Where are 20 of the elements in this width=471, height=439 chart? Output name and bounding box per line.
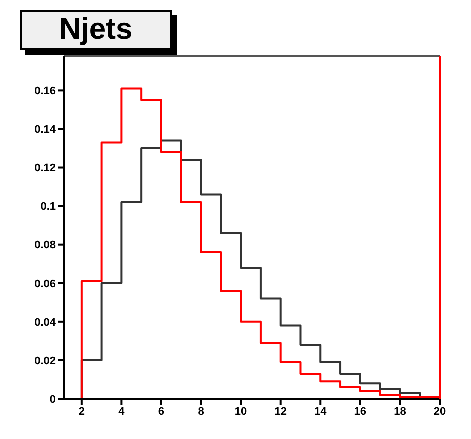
x-tick-label: 2 bbox=[78, 406, 85, 418]
x-tick-label: 4 bbox=[118, 406, 126, 418]
x-tick-label: 18 bbox=[394, 406, 406, 418]
y-tick-label: 0.16 bbox=[34, 86, 56, 98]
x-tick-label: 6 bbox=[158, 406, 165, 418]
y-tick-label: 0.1 bbox=[40, 201, 56, 214]
y-tick-label: 0.08 bbox=[34, 240, 56, 252]
x-tick-label: 12 bbox=[274, 406, 287, 418]
y-tick-label: 0.12 bbox=[34, 162, 56, 175]
y-tick-label: 0.06 bbox=[34, 278, 56, 290]
x-tick-label: 8 bbox=[198, 406, 204, 418]
y-tick-label: 0.02 bbox=[34, 355, 56, 368]
y-tick-label: 0.14 bbox=[34, 124, 57, 136]
x-tick-label: 14 bbox=[314, 406, 328, 418]
x-tick-label: 20 bbox=[434, 406, 446, 418]
y-tick-label: 0.04 bbox=[34, 316, 57, 329]
chart-title: Njets bbox=[20, 10, 172, 50]
x-tick-label: 10 bbox=[234, 406, 248, 418]
y-tick-label: 0 bbox=[50, 394, 56, 406]
x-tick-label: 16 bbox=[354, 406, 367, 418]
